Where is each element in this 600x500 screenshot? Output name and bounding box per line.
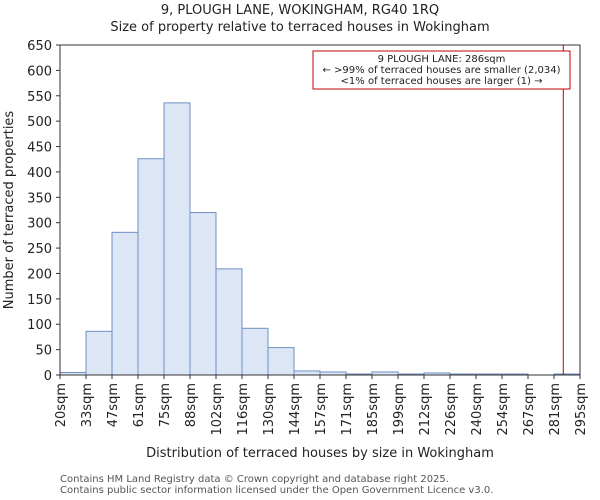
x-tick-label: 226sqm (444, 383, 459, 436)
histogram-bar (241, 327, 269, 376)
x-tick-label: 20sqm (54, 383, 69, 427)
y-tick-label: 300 (27, 217, 52, 232)
x-tick-label: 47sqm (106, 383, 121, 427)
x-tick-label: 185sqm (366, 383, 381, 436)
y-tick-label: 200 (27, 267, 52, 282)
y-tick-label: 250 (27, 242, 52, 257)
histogram-bar (267, 347, 295, 376)
y-axis-ticks: 0 50 100 150 200 250 300 350 400 450 500 550 600 650 (27, 39, 60, 384)
x-axis-title: Distribution of terraced houses by size … (146, 446, 494, 461)
x-tick-label: 171sqm (340, 383, 355, 436)
histogram-bar (137, 158, 165, 376)
x-axis-ticks: 20sqm 33sqm 47sqm 61sqm 75sqm 88sqm 102sqm 116s… (54, 375, 589, 436)
x-tick-label: 61sqm (132, 383, 147, 427)
histogram-bar (293, 370, 321, 376)
x-tick-label: 33sqm (80, 383, 95, 427)
x-tick-label: 157sqm (314, 383, 329, 436)
y-tick-label: 150 (27, 293, 52, 308)
chart-title: 9, PLOUGH LANE, WOKINGHAM, RG40 1RQ (160, 3, 440, 18)
y-tick-label: 0 (44, 369, 52, 384)
y-tick-label: 450 (27, 141, 52, 156)
x-tick-label: 295sqm (574, 383, 589, 436)
annotation-border (312, 50, 571, 90)
y-tick-label: 350 (27, 191, 52, 206)
x-tick-label: 267sqm (522, 383, 537, 436)
x-tick-label: 88sqm (184, 383, 199, 427)
histogram-bar (163, 102, 191, 376)
y-tick-label: 100 (27, 318, 52, 333)
annotation-line-1: 9 PLOUGH LANE: 286sqm (378, 54, 506, 65)
x-tick-label: 102sqm (210, 383, 225, 436)
x-tick-label: 212sqm (418, 383, 433, 436)
chart-subtitle: Size of property relative to terraced ho… (110, 20, 490, 35)
x-tick-label: 240sqm (470, 383, 485, 436)
annotation-box: 9 PLOUGH LANE: 286sqm ← >99% of terraced… (312, 50, 571, 90)
footer-copyright: Contains HM Land Registry data © Crown c… (60, 474, 449, 485)
footer-licence: Contains public sector information licen… (60, 485, 494, 496)
plot-frame (59, 44, 581, 376)
x-tick-label: 254sqm (496, 383, 511, 436)
histogram-bar (189, 212, 217, 376)
histogram-bar (85, 330, 113, 376)
y-tick-label: 400 (27, 166, 52, 181)
annotation-line-3: <1% of terraced houses are larger (1) → (341, 76, 543, 87)
x-tick-label: 281sqm (548, 383, 563, 436)
y-tick-label: 650 (27, 39, 52, 54)
y-axis-title: Number of terraced properties (2, 111, 17, 310)
x-tick-label: 144sqm (288, 383, 303, 436)
annotation-line-2: ← >99% of terraced houses are smaller (2… (323, 65, 561, 76)
x-tick-label: 116sqm (236, 383, 251, 436)
histogram-bar (111, 231, 139, 376)
y-tick-label: 550 (27, 90, 52, 105)
y-tick-label: 600 (27, 64, 52, 79)
x-tick-label: 199sqm (392, 383, 407, 436)
histogram-bars (59, 102, 581, 376)
histogram-bar (215, 268, 243, 376)
x-tick-label: 75sqm (158, 383, 173, 427)
x-tick-label: 130sqm (262, 383, 277, 436)
y-tick-label: 50 (35, 344, 52, 359)
y-tick-label: 500 (27, 115, 52, 130)
